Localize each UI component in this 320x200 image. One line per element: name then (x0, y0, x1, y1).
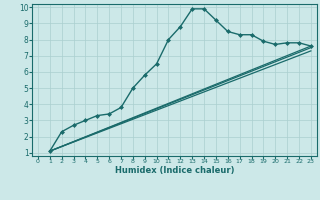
X-axis label: Humidex (Indice chaleur): Humidex (Indice chaleur) (115, 166, 234, 175)
